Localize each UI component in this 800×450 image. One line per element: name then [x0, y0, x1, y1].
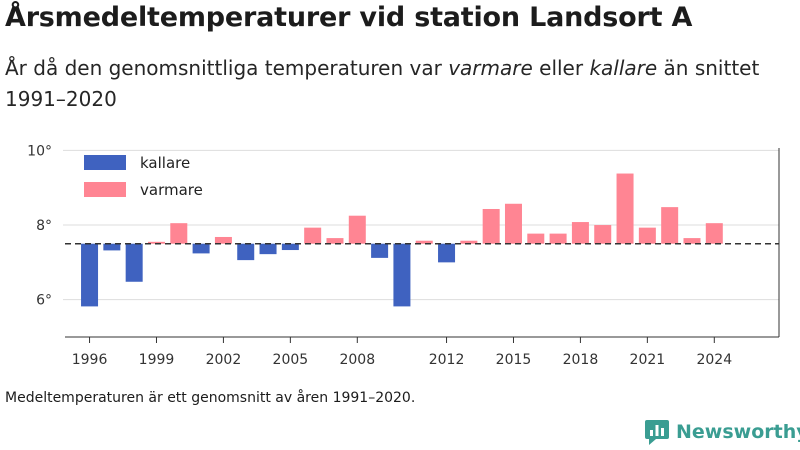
temperature-bar-chart: 6° 8° 10° 1996 1999 2002 2005 2008 2012 2015 2018 2… — [27, 143, 780, 368]
x-tick-label-2021: 2021 — [630, 352, 666, 368]
bars — [81, 173, 723, 307]
bar-2013 — [460, 240, 478, 244]
bar-2003 — [237, 243, 255, 261]
bar-1998 — [125, 243, 143, 282]
bar-2019 — [594, 225, 612, 244]
bar-1997 — [103, 243, 121, 251]
bar-2012 — [438, 243, 456, 263]
bar-2009 — [371, 243, 389, 258]
legend-label-kallare: kallare — [140, 154, 190, 172]
y-tick-label-6: 6° — [36, 293, 52, 309]
bar-2002 — [214, 236, 232, 244]
axes: 6° 8° 10° 1996 1999 2002 2005 2008 2012 2015 2018 2… — [27, 143, 780, 368]
subtitle-warmer-word: varmare — [448, 56, 533, 80]
newsworthy-logo: Newsworthy — [644, 418, 800, 446]
bar-2004 — [259, 243, 277, 255]
bar-2016 — [527, 233, 545, 244]
subtitle-part-2: eller — [532, 56, 590, 80]
bar-2008 — [348, 215, 366, 244]
chart-title: Årsmedeltemperaturer vid station Landsor… — [5, 2, 693, 33]
x-tick-label-1999: 1999 — [139, 352, 175, 368]
legend-swatch-varmare — [84, 182, 126, 197]
chart-subtitle: År då den genomsnittliga temperaturen va… — [5, 53, 785, 115]
legend: kallare varmare — [84, 154, 203, 199]
bar-2017 — [549, 233, 567, 244]
bar-1996 — [81, 243, 99, 307]
bar-2024 — [705, 223, 723, 244]
bar-2007 — [326, 238, 344, 244]
bar-2010 — [393, 243, 411, 307]
footnote: Medeltemperaturen är ett genomsnitt av å… — [5, 390, 416, 406]
subtitle-part-1: År då den genomsnittliga temperaturen va… — [5, 56, 449, 80]
x-tick-label-2002: 2002 — [206, 352, 242, 368]
bar-2000 — [170, 223, 188, 244]
x-tick-label-2005: 2005 — [273, 352, 309, 368]
bar-2023 — [683, 238, 701, 244]
bar-2014 — [482, 208, 500, 244]
bar-2015 — [504, 203, 522, 244]
y-tick-label-8: 8° — [36, 218, 52, 234]
y-tick-label-10: 10° — [27, 143, 52, 159]
bar-2011 — [415, 240, 433, 244]
subtitle-colder-word: kallare — [589, 56, 658, 80]
bar-2018 — [571, 222, 589, 244]
bar-chart-speech-bubble-icon — [645, 420, 669, 445]
x-tick-label-2008: 2008 — [339, 352, 375, 368]
bar-2022 — [661, 207, 679, 244]
x-tick-label-2018: 2018 — [563, 352, 599, 368]
legend-label-varmare: varmare — [140, 181, 203, 199]
subtitle-part-3: än snittet 1991–2020 — [5, 56, 760, 111]
bar-1999 — [147, 241, 165, 244]
bar-2020 — [616, 173, 634, 244]
bar-2006 — [304, 227, 322, 244]
x-tick-label-1996: 1996 — [72, 352, 108, 368]
bar-2001 — [192, 243, 210, 254]
legend-swatch-kallare — [84, 155, 126, 170]
x-tick-label-2024: 2024 — [696, 352, 732, 368]
bar-2005 — [281, 243, 299, 251]
x-tick-label-2012: 2012 — [429, 352, 465, 368]
x-tick-label-2015: 2015 — [496, 352, 532, 368]
bar-2021 — [638, 227, 656, 244]
brand-name: Newsworthy — [676, 421, 800, 443]
